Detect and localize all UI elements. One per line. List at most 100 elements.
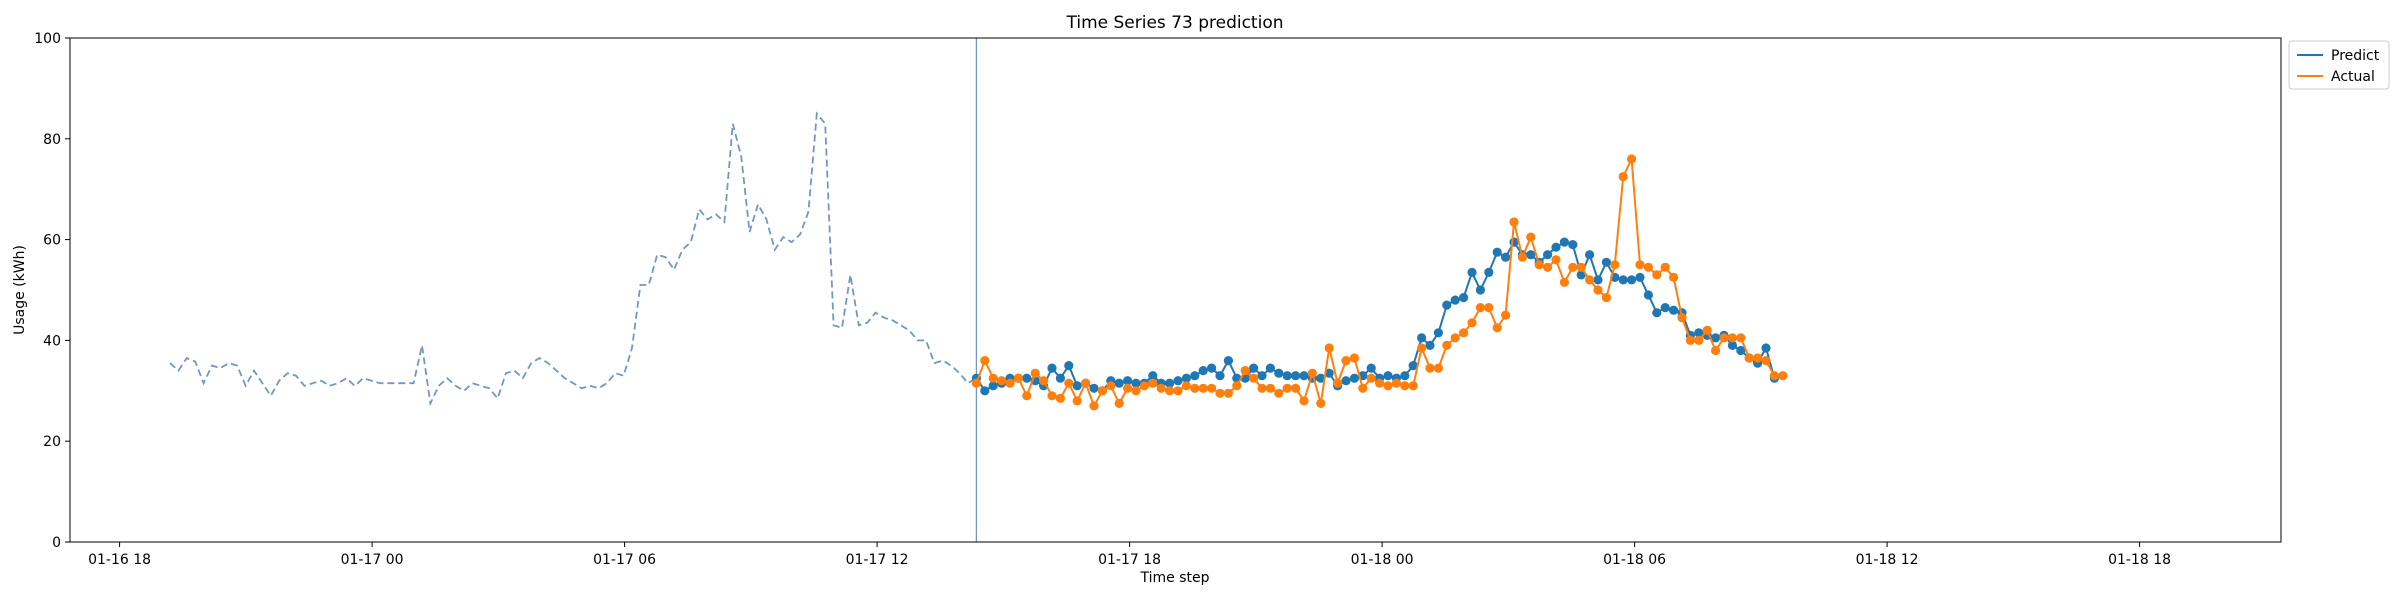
- data-point-predict: [1131, 378, 1141, 388]
- data-point-actual: [1106, 381, 1116, 391]
- data-point-actual: [1400, 381, 1410, 391]
- data-point-actual: [1375, 378, 1385, 388]
- data-point-actual: [1265, 383, 1275, 393]
- data-point-actual: [1761, 356, 1771, 366]
- data-point-predict: [1711, 333, 1721, 343]
- data-point-actual: [1484, 303, 1494, 313]
- history-line: [169, 111, 977, 407]
- data-point-actual: [1450, 333, 1460, 343]
- data-point-predict: [1383, 371, 1393, 381]
- data-point-actual: [1635, 260, 1645, 270]
- data-point-actual: [1719, 333, 1729, 343]
- data-point-actual: [1643, 262, 1653, 272]
- data-point-actual: [1391, 378, 1401, 388]
- data-point-actual: [1274, 388, 1284, 398]
- x-tick-label: 01-18 18: [2108, 552, 2171, 568]
- data-point-predict: [1669, 305, 1679, 315]
- data-point-predict: [1123, 376, 1133, 386]
- data-point-actual: [1240, 366, 1250, 376]
- data-point-predict: [1198, 366, 1208, 376]
- data-point-actual: [1072, 396, 1082, 406]
- x-tick-label: 01-17 00: [341, 552, 404, 568]
- data-point-predict: [1643, 290, 1653, 300]
- legend-label-predict: Predict: [2331, 48, 2380, 64]
- data-point-predict: [1627, 275, 1637, 285]
- data-point-predict: [1526, 250, 1536, 260]
- data-point-actual: [1593, 285, 1603, 295]
- data-point-actual: [1173, 386, 1183, 396]
- data-point-predict: [1425, 340, 1435, 350]
- data-point-predict: [1055, 373, 1065, 383]
- data-point-actual: [1585, 275, 1595, 285]
- data-point-predict: [1442, 300, 1452, 310]
- data-point-actual: [1442, 340, 1452, 350]
- data-point-actual: [1089, 401, 1099, 411]
- data-point-predict: [1652, 308, 1662, 318]
- data-point-actual: [1576, 262, 1586, 272]
- data-point-predict: [1408, 361, 1418, 371]
- data-point-actual: [1131, 386, 1141, 396]
- data-point-actual: [1543, 262, 1553, 272]
- data-point-actual: [1526, 232, 1536, 242]
- data-point-actual: [1433, 363, 1443, 373]
- data-point-actual: [1198, 383, 1208, 393]
- data-point-predict: [1400, 371, 1410, 381]
- data-point-actual: [1475, 303, 1485, 313]
- data-point-predict: [1559, 237, 1569, 247]
- data-point-actual: [1618, 172, 1628, 182]
- data-point-actual: [1492, 323, 1502, 333]
- data-point-actual: [1753, 353, 1763, 363]
- data-point-predict: [1568, 240, 1578, 250]
- data-point-actual: [1316, 398, 1326, 408]
- data-point-predict: [980, 386, 990, 396]
- data-point-actual: [988, 373, 998, 383]
- data-point-predict: [1265, 363, 1275, 373]
- x-tick-label: 01-17 06: [593, 552, 656, 568]
- x-tick-label: 01-18 00: [1351, 552, 1414, 568]
- y-tick-label: 100: [34, 31, 61, 47]
- data-point-predict: [1459, 293, 1469, 303]
- data-point-predict: [1282, 371, 1292, 381]
- series-predict: [971, 237, 1779, 396]
- y-axis: 0 20 40 60 80 100: [34, 31, 70, 551]
- data-point-actual: [1736, 333, 1746, 343]
- data-point-actual: [1660, 262, 1670, 272]
- data-point-actual: [1408, 381, 1418, 391]
- x-tick-label: 01-16 18: [88, 552, 151, 568]
- data-point-actual: [1030, 368, 1040, 378]
- data-point-actual: [980, 356, 990, 366]
- data-point-predict: [1736, 345, 1746, 356]
- data-point-actual: [1064, 378, 1074, 388]
- data-point-predict: [1501, 252, 1511, 262]
- data-point-predict: [1492, 247, 1502, 257]
- series-line-actual: [975, 155, 1783, 409]
- data-point-actual: [1568, 262, 1578, 272]
- data-point-actual: [1727, 333, 1737, 343]
- data-point-actual: [1181, 381, 1191, 391]
- data-point-predict: [1660, 303, 1670, 313]
- data-point-predict: [1417, 333, 1427, 343]
- data-point-actual: [1425, 363, 1435, 373]
- data-point-predict: [1551, 242, 1561, 252]
- data-point-actual: [1534, 260, 1544, 270]
- data-point-actual: [1123, 383, 1133, 393]
- data-point-actual: [1249, 373, 1259, 383]
- data-point-actual: [1097, 386, 1107, 396]
- data-point-actual: [1148, 378, 1158, 388]
- data-point-predict: [1190, 371, 1200, 381]
- data-point-actual: [1685, 335, 1695, 345]
- data-point-predict: [1148, 371, 1158, 381]
- data-point-actual: [1501, 310, 1511, 320]
- x-tick-label: 01-18 06: [1603, 552, 1666, 568]
- data-point-actual: [1601, 293, 1611, 303]
- data-point-actual: [1207, 383, 1217, 393]
- data-point-predict: [1618, 275, 1628, 285]
- data-point-actual: [1509, 217, 1519, 227]
- data-point-actual: [1114, 398, 1124, 408]
- data-point-actual: [1559, 277, 1569, 287]
- data-point-actual: [1652, 270, 1662, 280]
- data-point-predict: [1324, 368, 1334, 378]
- y-tick-label: 0: [52, 535, 61, 551]
- y-axis-label: Usage (kWh): [12, 245, 28, 335]
- data-point-actual: [1366, 373, 1376, 383]
